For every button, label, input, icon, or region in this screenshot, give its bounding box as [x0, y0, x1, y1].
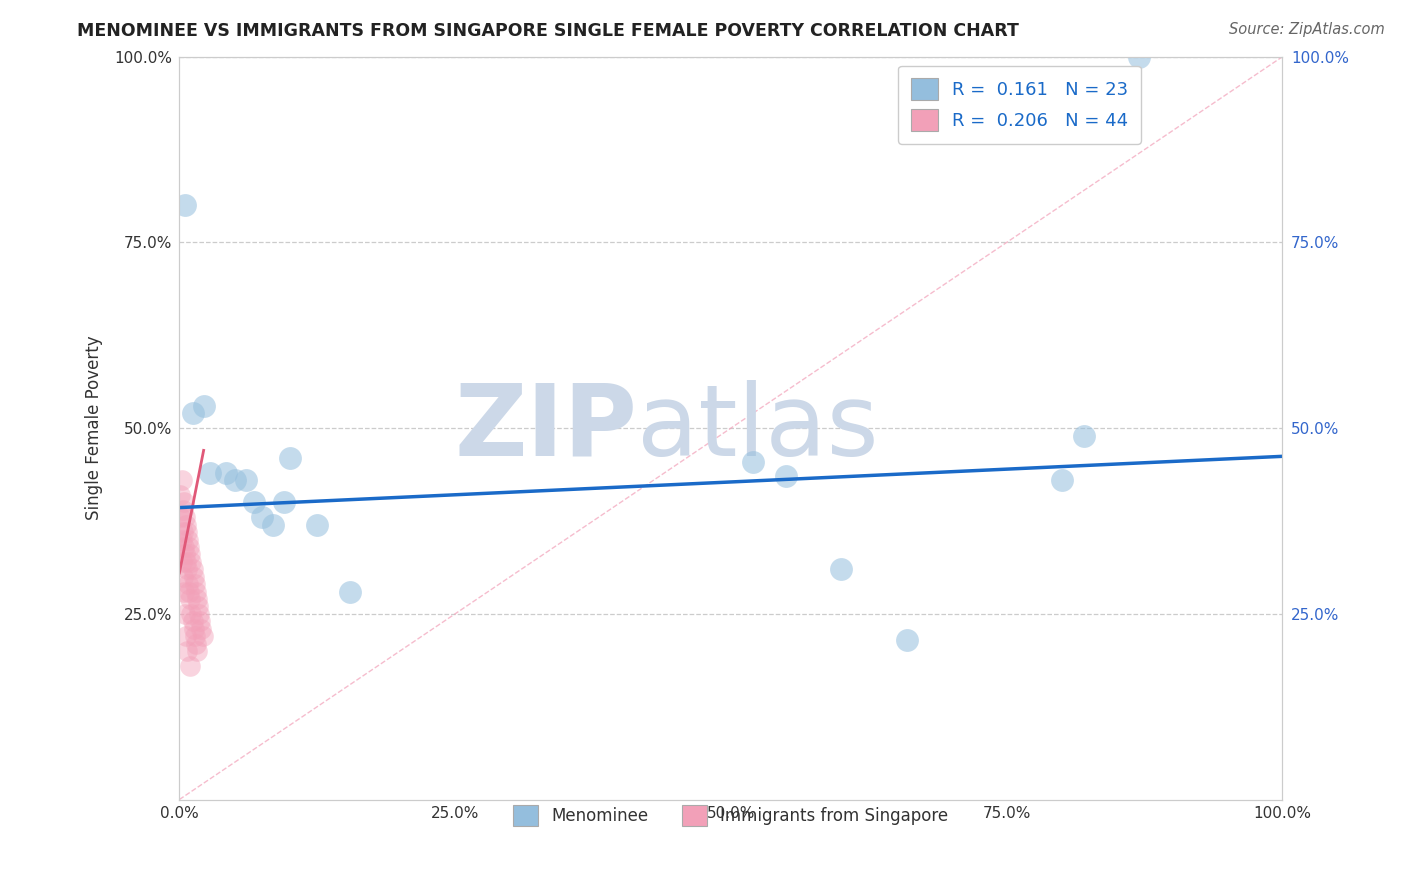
Point — [830, 562, 852, 576]
Point — [235, 473, 257, 487]
Point — [181, 562, 204, 576]
Point — [172, 525, 194, 540]
Legend: Menominee, Immigrants from Singapore: Menominee, Immigrants from Singapore — [503, 796, 959, 836]
Point — [172, 569, 194, 583]
Point — [176, 644, 198, 658]
Text: Source: ZipAtlas.com: Source: ZipAtlas.com — [1229, 22, 1385, 37]
Point — [191, 629, 214, 643]
Text: atlas: atlas — [637, 380, 879, 476]
Point — [186, 591, 208, 606]
Point — [1128, 50, 1150, 64]
Point — [187, 599, 209, 614]
Point — [177, 577, 200, 591]
Point — [174, 629, 197, 643]
Point — [339, 584, 361, 599]
Point — [188, 607, 211, 621]
Point — [200, 466, 222, 480]
Point — [179, 548, 201, 562]
Point — [181, 406, 204, 420]
Point — [179, 591, 201, 606]
Point — [193, 399, 215, 413]
Point — [183, 569, 205, 583]
Point — [184, 629, 207, 643]
Point — [170, 533, 193, 547]
Point — [307, 517, 329, 532]
Point — [173, 198, 195, 212]
Point — [181, 614, 204, 628]
Point — [170, 555, 193, 569]
Point — [176, 562, 198, 576]
Point — [243, 495, 266, 509]
Point — [177, 533, 200, 547]
Point — [775, 469, 797, 483]
Point — [180, 607, 202, 621]
Point — [188, 614, 211, 628]
Point — [273, 495, 295, 509]
Point — [173, 584, 195, 599]
Point — [183, 622, 205, 636]
Point — [179, 540, 201, 554]
Point — [186, 644, 208, 658]
Point — [169, 488, 191, 502]
Point — [174, 555, 197, 569]
Y-axis label: Single Female Poverty: Single Female Poverty — [86, 335, 103, 520]
Point — [215, 466, 238, 480]
Point — [262, 517, 284, 532]
Point — [250, 510, 273, 524]
Point — [173, 495, 195, 509]
Point — [170, 473, 193, 487]
Point — [1073, 428, 1095, 442]
Point — [173, 607, 195, 621]
Point — [174, 517, 197, 532]
Point — [173, 540, 195, 554]
Point — [190, 622, 212, 636]
Point — [742, 454, 765, 468]
Point — [179, 584, 201, 599]
Point — [179, 658, 201, 673]
Point — [173, 510, 195, 524]
Point — [172, 503, 194, 517]
Point — [184, 584, 207, 599]
Point — [169, 510, 191, 524]
Point — [224, 473, 246, 487]
Point — [896, 632, 918, 647]
Point — [176, 525, 198, 540]
Point — [184, 577, 207, 591]
Point — [278, 450, 301, 465]
Text: MENOMINEE VS IMMIGRANTS FROM SINGAPORE SINGLE FEMALE POVERTY CORRELATION CHART: MENOMINEE VS IMMIGRANTS FROM SINGAPORE S… — [77, 22, 1019, 40]
Point — [180, 555, 202, 569]
Text: ZIP: ZIP — [454, 380, 637, 476]
Point — [184, 636, 207, 650]
Point — [1050, 473, 1073, 487]
Point — [173, 548, 195, 562]
